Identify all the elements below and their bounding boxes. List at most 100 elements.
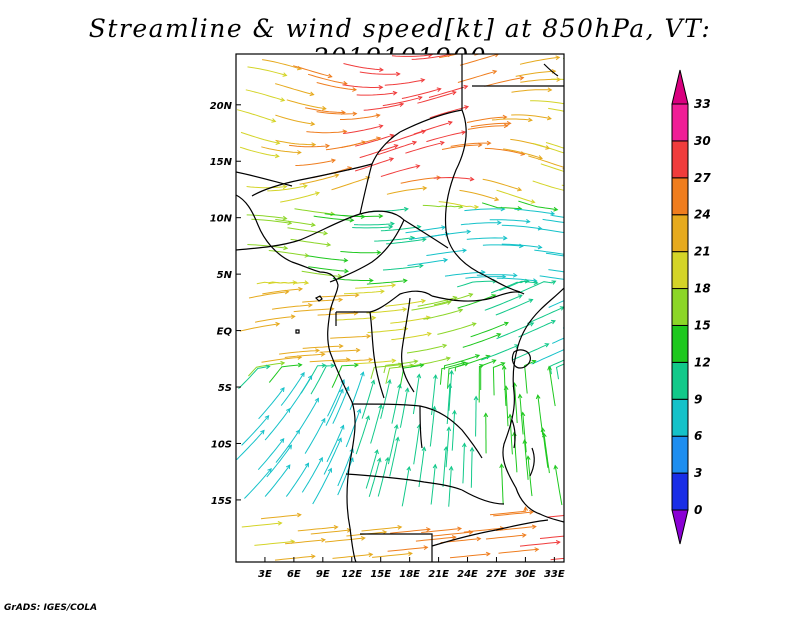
streamline-arrow [546,115,552,121]
colorbar-label: 18 [694,282,711,296]
lon-label: 18E [399,569,420,580]
streamline-arrow [408,551,413,557]
streamline-arrow [271,118,277,123]
lat-label: 15N [210,157,233,168]
streamline [294,208,335,215]
streamline-arrow [447,120,453,126]
streamline-arrow [378,403,383,409]
streamline [411,54,452,60]
streamline [498,548,539,554]
streamline-arrow [423,545,429,551]
streamline [241,415,269,446]
streamline-arrow [500,362,506,367]
streamline-arrow [297,362,303,368]
streamline [316,82,357,91]
streamline-arrow [421,237,427,242]
streamline-arrow [330,363,336,369]
streamline [262,59,302,70]
streamline [343,125,383,134]
streamline-arrow [502,235,508,241]
streamline-arrow [570,253,574,257]
streamline-arrow [326,242,332,247]
streamline [442,446,447,487]
streamline [325,389,344,426]
colorbar-segment [671,140,689,179]
streamline [495,526,536,531]
streamline [519,56,560,65]
streamline [386,187,427,195]
streamline [460,222,501,226]
streamline-arrow [528,298,534,303]
streamline-arrow [492,69,498,75]
lon-label: 33E [544,569,565,580]
streamline-arrow [491,359,497,364]
streamline-arrow [551,280,557,285]
streamline [312,468,332,505]
streamline [380,226,421,232]
streamline-arrow [352,87,358,92]
lat-label: 5N [217,270,233,281]
streamline [548,107,564,112]
streamline-arrow [320,352,326,357]
streamline [239,146,279,157]
streamline-arrow [368,278,374,283]
streamline [268,364,302,383]
streamline-arrow [512,272,518,278]
streamline-arrow [349,217,355,223]
streamline-arrow [280,97,286,102]
streamline [511,114,552,120]
streamline [445,427,450,468]
streamline-arrow [310,222,316,227]
streamline-arrow [321,537,326,543]
streamline [307,255,348,261]
lat-label: 20N [210,101,233,112]
streamline [548,366,556,407]
colorbar-segment [671,398,689,437]
streamline [343,63,383,71]
streamline-arrow [308,302,313,308]
streamline-arrow [334,173,340,178]
streamline-arrow [292,280,298,285]
streamline-arrow [531,524,537,530]
streamline [515,70,556,77]
streamline-arrow [504,321,509,327]
streamline [264,408,291,441]
streamline-arrow [585,327,589,331]
coastlines-borders [236,54,564,562]
streamline-arrow [542,432,547,438]
streamline-arrow [501,364,507,370]
streamline-arrow [274,153,280,159]
streamline [450,142,491,147]
streamline-arrow [503,123,509,129]
streamline-arrow [517,186,523,192]
streamline-arrow [458,308,464,313]
streamline [332,386,349,424]
streamline-arrow [581,291,585,295]
streamline-arrow [298,286,304,292]
streamline-arrow [384,456,390,462]
streamline [496,277,537,282]
streamline-arrow [356,408,362,414]
streamline [370,404,382,444]
streamline-arrow [416,373,422,379]
colorbar-label: 12 [694,355,711,369]
streamline [297,526,338,532]
streamline-arrow [311,142,317,147]
streamline [482,244,523,247]
streamline-arrow [376,457,382,463]
streamline-arrow [415,164,421,169]
streamline [481,344,519,361]
streamline-arrow [360,371,365,377]
streamline [284,353,325,358]
streamline-arrow [584,273,588,277]
colorbar-min-arrow [671,509,689,545]
streamline [387,546,428,552]
streamline [405,226,446,234]
streamline [335,317,376,321]
streamline-arrow [599,57,603,61]
colorbar-label: 33 [694,97,711,111]
streamline-arrow [476,536,482,542]
streamline [260,514,301,520]
streamline [391,333,431,341]
streamline-arrow [275,321,281,327]
